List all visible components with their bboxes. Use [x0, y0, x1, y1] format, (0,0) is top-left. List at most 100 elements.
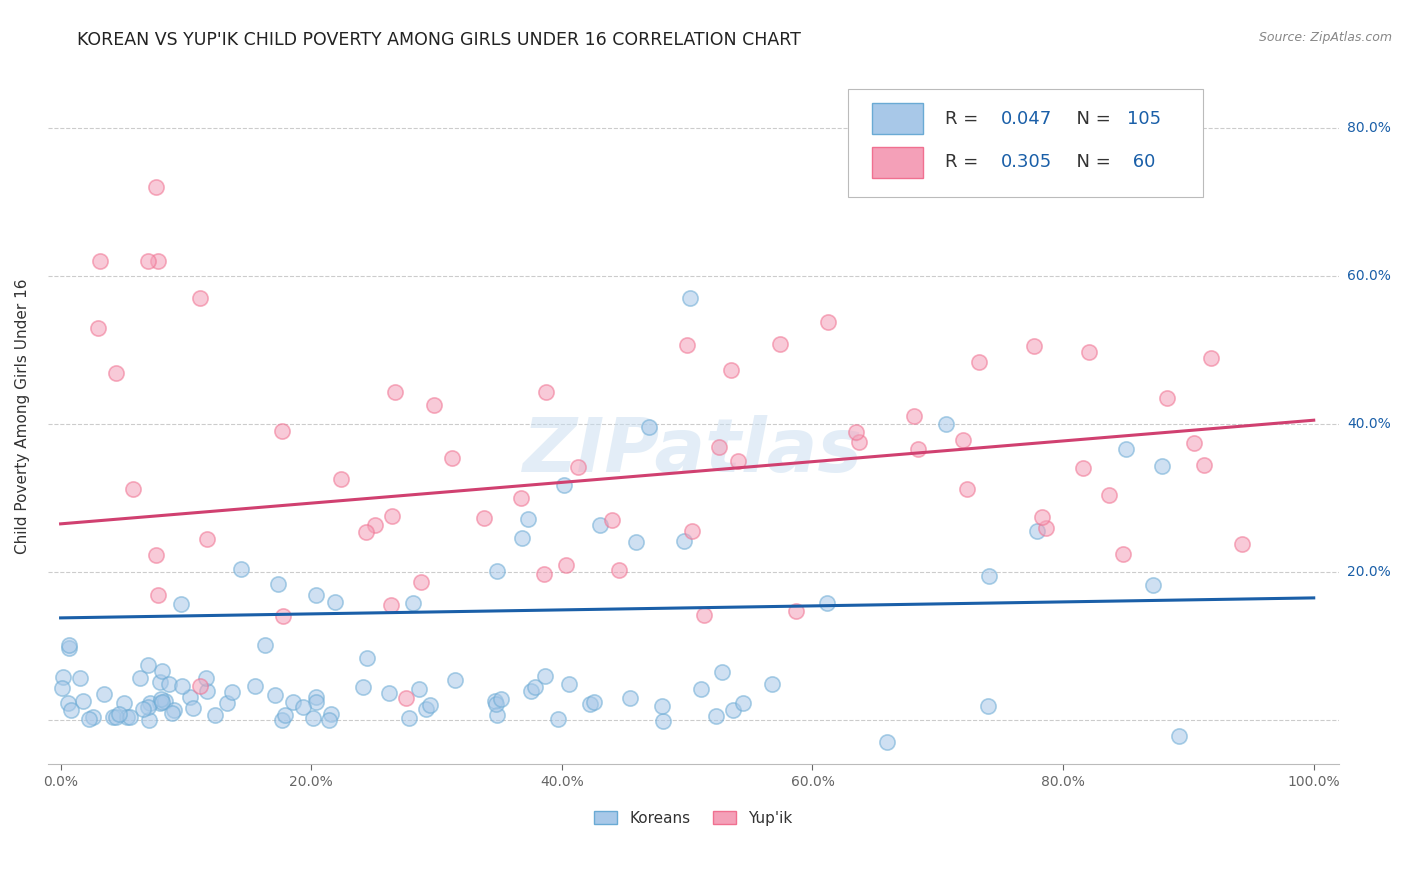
Point — [69, 671, 91, 685]
Point — [907, 442, 929, 457]
Text: N =: N = — [1066, 110, 1116, 128]
Point — [509, 491, 531, 505]
Point — [108, 707, 131, 722]
Point — [120, 710, 142, 724]
Point — [848, 435, 870, 450]
Point — [305, 588, 328, 602]
Point — [364, 518, 387, 533]
Point — [271, 425, 294, 439]
Point — [321, 707, 343, 722]
Point — [122, 483, 145, 497]
Point — [149, 696, 172, 710]
Point — [1230, 537, 1253, 551]
Point — [903, 409, 925, 423]
Point — [491, 692, 513, 706]
Point — [555, 558, 578, 573]
Point — [380, 598, 402, 612]
Point — [170, 679, 193, 693]
Text: 20.0%: 20.0% — [1347, 565, 1391, 579]
Point — [157, 676, 180, 690]
Point — [195, 684, 218, 698]
Point — [149, 691, 172, 706]
Point — [132, 702, 155, 716]
Y-axis label: Child Poverty Among Girls Under 16: Child Poverty Among Girls Under 16 — [15, 279, 30, 554]
FancyBboxPatch shape — [872, 147, 924, 178]
Point — [162, 706, 184, 720]
Point — [1098, 487, 1121, 501]
Point — [523, 680, 546, 694]
Text: N =: N = — [1066, 153, 1116, 171]
Point — [935, 417, 957, 431]
Point — [356, 650, 378, 665]
Point — [607, 562, 630, 576]
Point — [693, 608, 716, 623]
Point — [1114, 442, 1136, 456]
FancyBboxPatch shape — [872, 103, 924, 135]
Point — [533, 567, 555, 582]
Point — [318, 713, 340, 727]
Point — [626, 535, 648, 549]
Point — [707, 440, 730, 454]
Point — [56, 696, 79, 710]
Point — [150, 695, 173, 709]
Point — [409, 575, 432, 590]
Point — [229, 562, 252, 576]
Point — [720, 363, 742, 377]
Point — [1152, 459, 1174, 474]
Point — [769, 337, 792, 351]
Point — [952, 433, 974, 447]
Point — [305, 690, 328, 704]
Text: 60: 60 — [1128, 153, 1156, 171]
FancyBboxPatch shape — [848, 89, 1204, 197]
Point — [1182, 436, 1205, 450]
Point — [679, 291, 702, 305]
Point — [485, 707, 508, 722]
Point — [395, 690, 418, 705]
Point — [170, 597, 193, 611]
Point — [721, 703, 744, 717]
Point — [129, 671, 152, 685]
Point — [651, 698, 673, 713]
Point — [153, 694, 176, 708]
Point — [384, 384, 406, 399]
Point — [1112, 547, 1135, 561]
Point — [600, 513, 623, 527]
Point — [1199, 351, 1222, 365]
Text: R =: R = — [945, 110, 984, 128]
Text: 0.305: 0.305 — [1001, 153, 1052, 171]
Point — [146, 589, 169, 603]
Text: 80.0%: 80.0% — [1347, 120, 1391, 135]
Point — [52, 670, 75, 684]
Point — [89, 254, 111, 268]
Point — [1035, 521, 1057, 535]
Text: 0.047: 0.047 — [1001, 110, 1052, 128]
Point — [1192, 458, 1215, 473]
Point — [690, 682, 713, 697]
Point — [195, 532, 218, 546]
Point — [138, 713, 160, 727]
Point — [254, 639, 277, 653]
Point — [93, 687, 115, 701]
Point — [731, 696, 754, 710]
Point — [675, 337, 697, 351]
Point — [354, 524, 377, 539]
Point — [138, 700, 160, 714]
Point — [181, 701, 204, 715]
Point — [637, 420, 659, 434]
Point — [1142, 577, 1164, 591]
Point — [1168, 729, 1191, 743]
Point — [101, 710, 124, 724]
Point — [423, 398, 446, 412]
Point — [58, 638, 80, 652]
Point — [681, 524, 703, 538]
Point — [292, 699, 315, 714]
Text: R =: R = — [945, 153, 984, 171]
Point — [188, 291, 211, 305]
Point — [271, 609, 294, 624]
Point — [1078, 345, 1101, 359]
Point — [402, 596, 425, 610]
Point — [112, 697, 135, 711]
Point — [115, 709, 138, 723]
Point — [104, 710, 127, 724]
Point — [398, 710, 420, 724]
